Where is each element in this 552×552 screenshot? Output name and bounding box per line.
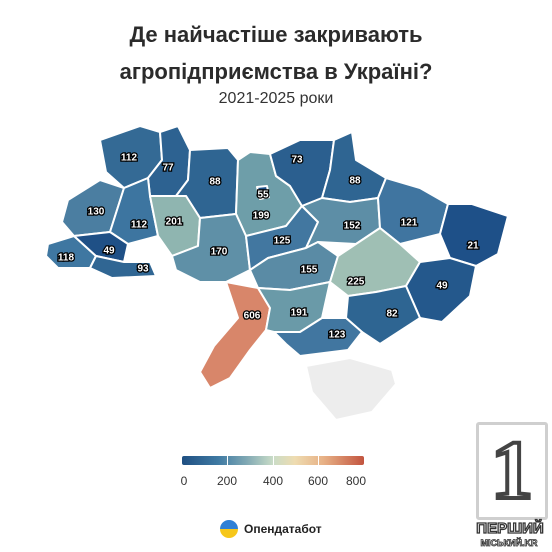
watermark-line-1: ПЕРШИЙ	[476, 519, 545, 537]
region-value-lviv: 130	[88, 207, 105, 218]
region-value-ivano-frankivsk: 49	[103, 246, 115, 257]
legend-tick-600: 600	[307, 474, 329, 488]
region-kyiv-city	[256, 185, 270, 200]
region-value-zaporizhzhia: 82	[386, 309, 398, 320]
legend-tick-400: 400	[262, 474, 284, 488]
opendatabot-logo-icon	[220, 520, 238, 538]
region-value-mykolaiv: 191	[291, 308, 308, 319]
region-value-ternopil: 112	[131, 220, 148, 231]
subtitle: 2021-2025 роки	[218, 90, 334, 107]
region-value-poltava: 152	[344, 221, 361, 232]
region-crimea	[305, 357, 397, 421]
legend-divider	[227, 456, 228, 465]
region-value-sumy: 88	[349, 176, 361, 187]
region-value-khmelnytskyi: 201	[166, 217, 183, 228]
watermark-line-2: МІСЬКИЙ.KR	[480, 538, 538, 549]
legend-tick-800: 800	[345, 474, 367, 488]
region-value-odesa: 606	[244, 311, 261, 322]
region-kherson	[273, 317, 363, 357]
region-value-rivne: 77	[162, 163, 174, 174]
region-value-chernihiv: 73	[291, 155, 303, 166]
legend-tick-0: 0	[180, 474, 188, 488]
region-value-kyiv-oblast: 199	[253, 211, 270, 222]
watermark-logo: 1	[476, 422, 548, 520]
region-value-cherkasy: 125	[274, 236, 291, 247]
legend-tick-200: 200	[216, 474, 238, 488]
region-ivano-frankivsk	[73, 231, 129, 263]
region-value-vinnytsia: 170	[211, 247, 228, 258]
region-value-kyiv-city: 55	[257, 190, 269, 201]
title-line-1: Де найчастіше закривають	[129, 22, 423, 47]
region-value-volyn: 112	[121, 153, 138, 164]
source-name: Опендатабот	[244, 522, 322, 536]
title-line-2: агропідприємства в Україні?	[119, 59, 433, 84]
region-value-dnipropetrovsk: 225	[348, 277, 365, 288]
legend-divider	[318, 456, 319, 465]
region-chernivtsi	[89, 255, 157, 279]
region-value-kherson: 123	[329, 330, 346, 341]
region-value-chernivtsi: 93	[137, 264, 149, 275]
region-value-zakarpattia: 118	[58, 253, 75, 264]
region-value-donetsk: 49	[436, 281, 448, 292]
region-value-zhytomyr: 88	[209, 177, 221, 188]
region-vinnytsia	[171, 213, 251, 283]
source-credit: Опендатабот	[220, 520, 322, 538]
region-luhansk	[439, 203, 509, 267]
region-value-kharkiv: 121	[401, 218, 418, 229]
region-odesa	[199, 281, 271, 389]
region-value-kirovohrad: 155	[301, 265, 318, 276]
legend-divider	[273, 456, 274, 465]
watermark-digit: 1	[489, 424, 535, 517]
region-value-luhansk: 21	[467, 241, 479, 252]
